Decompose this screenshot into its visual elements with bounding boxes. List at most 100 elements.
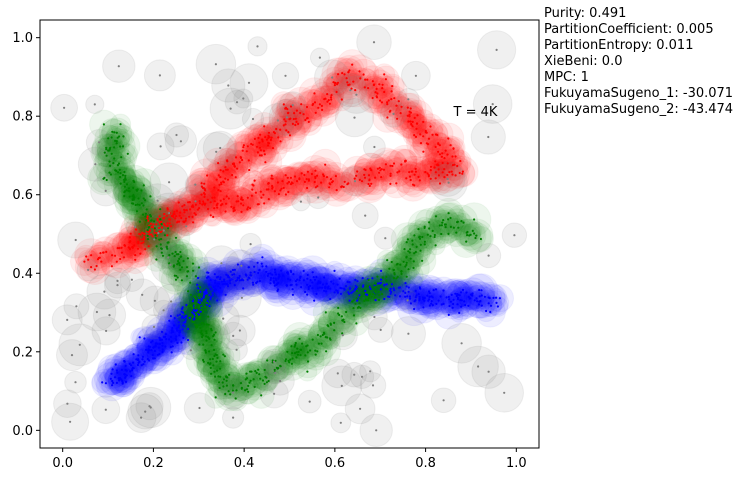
data-point [189, 208, 192, 211]
data-point [324, 311, 327, 314]
data-point [367, 278, 370, 282]
data-point [107, 137, 110, 140]
data-point [205, 292, 208, 295]
data-point [370, 182, 373, 185]
data-point [168, 218, 171, 221]
data-point [374, 91, 377, 94]
data-point [408, 175, 412, 178]
data-point [194, 200, 197, 203]
data-point [277, 193, 280, 196]
data-point [414, 170, 417, 173]
data-point [144, 348, 148, 351]
data-point [189, 314, 192, 317]
data-point [197, 266, 201, 269]
data-point [324, 336, 327, 339]
data-point [379, 99, 382, 102]
data-point [330, 94, 333, 97]
data-point [148, 225, 151, 228]
data-point [263, 368, 266, 372]
data-point [182, 324, 185, 327]
data-point [333, 321, 336, 324]
data-point [219, 367, 222, 370]
data-point [419, 133, 422, 136]
data-point [377, 290, 380, 293]
data-point [409, 111, 412, 114]
data-point [498, 297, 501, 300]
data-point [160, 251, 163, 254]
data-point [447, 218, 450, 221]
data-point [455, 231, 458, 234]
data-point [179, 140, 182, 143]
data-point [204, 189, 207, 192]
data-point [447, 313, 450, 316]
data-point [188, 316, 191, 319]
data-point [372, 83, 375, 87]
data-point [442, 219, 445, 222]
data-point [384, 237, 387, 240]
data-point [265, 270, 268, 273]
data-point [217, 189, 220, 192]
data-point [195, 313, 198, 316]
data-point [112, 381, 115, 384]
data-point [369, 287, 372, 290]
data-point [169, 315, 172, 318]
data-point [134, 225, 137, 228]
data-point [330, 181, 334, 184]
data-point [284, 359, 287, 363]
data-point [347, 182, 350, 185]
data-point [272, 277, 275, 280]
data-point [306, 170, 309, 173]
data-point [198, 317, 201, 320]
data-point [110, 372, 113, 375]
data-point [296, 347, 299, 350]
data-point [495, 48, 498, 52]
data-point [194, 213, 197, 216]
data-point [339, 292, 343, 295]
data-point [232, 162, 235, 165]
data-point [240, 386, 243, 389]
data-point [223, 355, 226, 358]
data-point [219, 204, 223, 207]
data-point [317, 196, 320, 199]
data-point [199, 323, 202, 326]
data-point [390, 283, 394, 286]
data-point [354, 302, 357, 305]
data-point [407, 268, 410, 271]
data-point [249, 243, 252, 246]
data-point [362, 284, 365, 287]
data-point [428, 295, 431, 298]
data-point [351, 63, 354, 66]
data-point [159, 208, 162, 211]
data-point [275, 273, 278, 276]
data-point [235, 348, 238, 351]
data-point [345, 310, 348, 314]
data-point [385, 275, 388, 278]
data-point [374, 299, 377, 302]
data-point [461, 288, 465, 291]
data-point [216, 299, 219, 302]
data-point [197, 276, 200, 280]
data-point [158, 215, 161, 218]
data-point [242, 204, 245, 207]
data-point [184, 217, 188, 220]
data-point [120, 368, 123, 371]
data-point [226, 285, 230, 288]
data-point [352, 299, 355, 302]
data-point [147, 351, 150, 354]
data-point [423, 240, 426, 243]
data-point [207, 275, 210, 278]
data-point [233, 284, 236, 287]
data-point [160, 247, 163, 250]
data-point [286, 176, 289, 179]
data-point [260, 394, 263, 397]
data-point [109, 173, 113, 176]
data-point [211, 294, 214, 297]
data-point [374, 291, 377, 294]
data-point [419, 249, 422, 252]
data-point [311, 271, 314, 274]
data-point [116, 371, 119, 374]
data-point [376, 92, 379, 95]
data-point [219, 276, 222, 279]
data-point [460, 342, 463, 345]
data-point [442, 399, 445, 402]
